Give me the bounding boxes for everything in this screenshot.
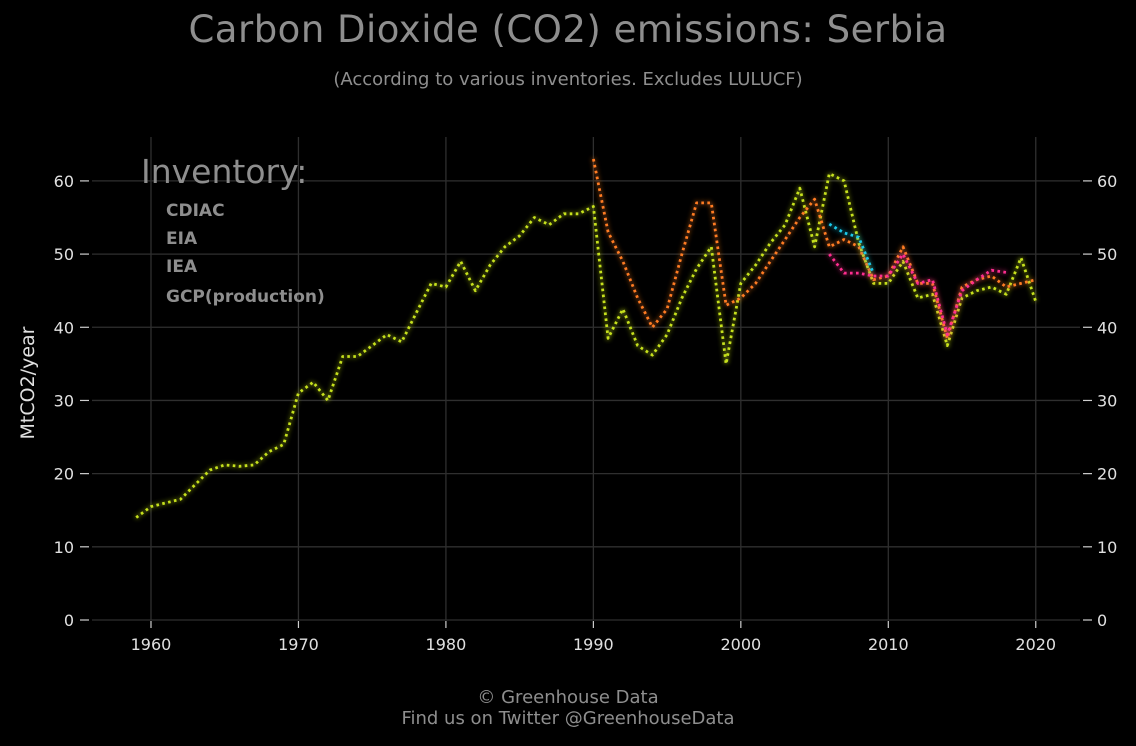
legend-label-iea: IEA xyxy=(166,257,198,277)
series-line-iea xyxy=(592,158,1037,340)
y-tick-label-left: 60 xyxy=(54,172,74,191)
y-tick-label-left: 50 xyxy=(54,245,74,264)
x-tick-label: 1980 xyxy=(426,635,467,654)
legend-label-eia: EIA xyxy=(166,229,198,249)
legend-label-cdiac: CDIAC xyxy=(166,201,225,221)
series-line-gcp-production xyxy=(135,172,1038,519)
series-line-cdiac xyxy=(828,222,875,275)
grid-layer xyxy=(92,137,1080,621)
y-tick-label-left: 20 xyxy=(54,465,74,484)
y-tick-label-left: 30 xyxy=(54,391,74,410)
chart-title: Carbon Dioxide (CO2) emissions: Serbia xyxy=(188,8,948,51)
legend-label-gcp-production: GCP(production) xyxy=(166,287,325,307)
x-tick-label: 2000 xyxy=(720,635,761,654)
footer-twitter: Find us on Twitter @GreenhouseData xyxy=(401,708,735,729)
series-layer xyxy=(135,158,1038,519)
chart-subtitle: (According to various inventories. Exclu… xyxy=(333,69,803,90)
y-tick-label-right: 30 xyxy=(1097,391,1117,410)
y-axis-label: MtCO2/year xyxy=(17,326,39,439)
y-tick-label-right: 50 xyxy=(1097,245,1117,264)
y-tick-label-right: 0 xyxy=(1097,611,1107,630)
y-tick-label-right: 10 xyxy=(1097,538,1117,557)
x-tick-label: 1990 xyxy=(573,635,614,654)
legend-title: Inventory: xyxy=(141,152,307,191)
y-tick-label-left: 0 xyxy=(64,611,74,630)
y-tick-label-right: 20 xyxy=(1097,465,1117,484)
x-tick-label: 2010 xyxy=(868,635,909,654)
footer-copyright: © Greenhouse Data xyxy=(477,687,659,708)
x-tick-label: 1970 xyxy=(278,635,319,654)
legend: Inventory: CDIAC EIA IEA GCP(production) xyxy=(108,152,325,307)
footer: © Greenhouse Data Find us on Twitter @Gr… xyxy=(0,687,1136,729)
y-tick-label-left: 10 xyxy=(54,538,74,557)
x-tick-label: 1960 xyxy=(131,635,172,654)
series-line-eia xyxy=(828,252,1007,336)
y-tick-label-left: 40 xyxy=(54,318,74,337)
x-tick-label: 2020 xyxy=(1015,635,1056,654)
y-tick-label-right: 60 xyxy=(1097,172,1117,191)
y-tick-label-right: 40 xyxy=(1097,318,1117,337)
